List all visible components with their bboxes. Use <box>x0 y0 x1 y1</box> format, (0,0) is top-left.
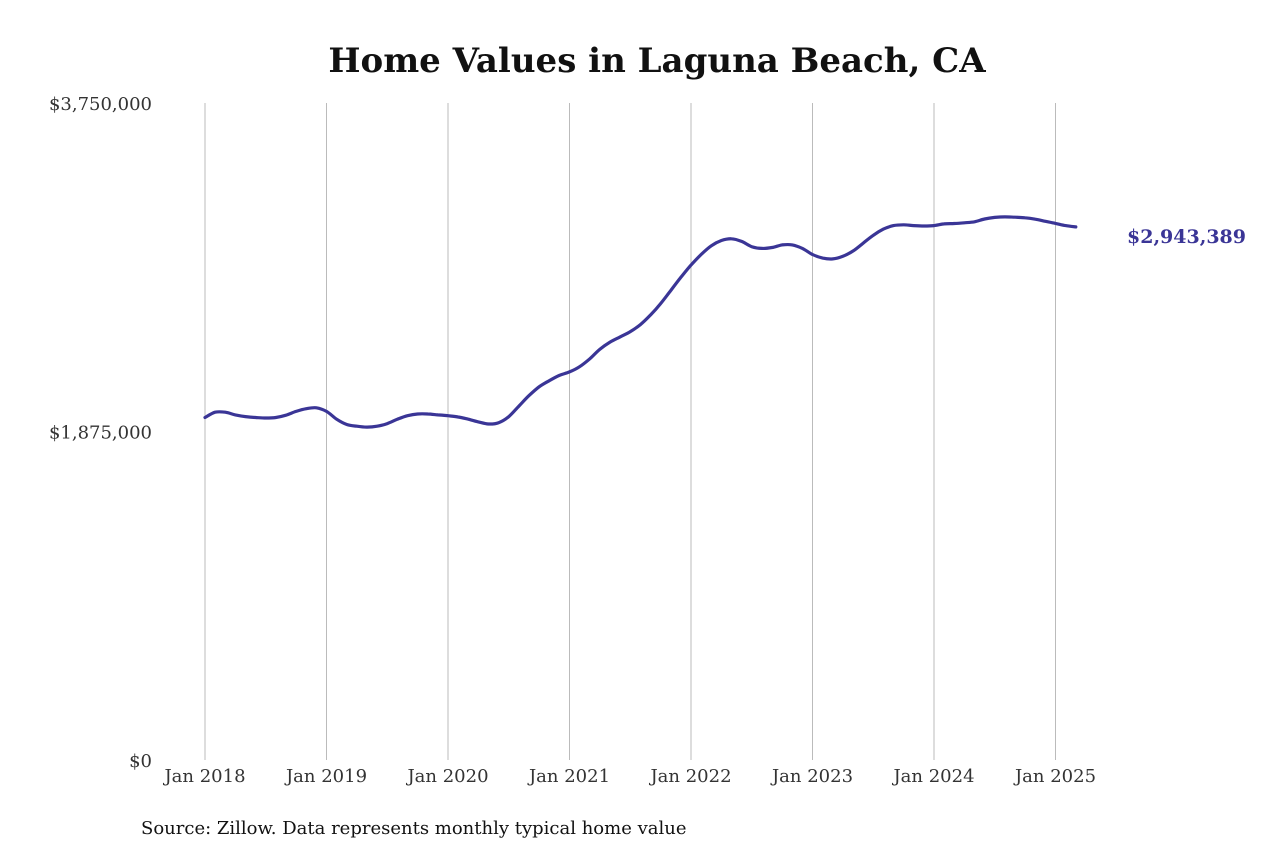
y-tick-label: $3,750,000 <box>49 94 152 115</box>
x-axis-ticks: Jan 2018 Jan 2019 Jan 2020 Jan 2021 Jan 2022… <box>162 766 1096 787</box>
series-group <box>203 215 1078 429</box>
y-axis-ticks: $3,750,000 $1,875,000 $0 <box>49 94 152 772</box>
x-tick-label: Jan 2018 <box>162 766 245 787</box>
y-tick-label: $0 <box>129 751 152 772</box>
source-note: Source: Zillow. Data represents monthly … <box>141 818 687 839</box>
x-tick-label: Jan 2025 <box>1013 766 1096 787</box>
x-tick-label: Jan 2022 <box>648 766 731 787</box>
x-tick-label: Jan 2023 <box>770 766 853 787</box>
x-tick-label: Jan 2021 <box>527 766 610 787</box>
x-tick-label: Jan 2020 <box>405 766 488 787</box>
gridlines <box>204 103 1056 760</box>
end-value-label: $2,943,389 <box>1127 226 1246 248</box>
chart-title: Home Values in Laguna Beach, CA <box>328 41 986 81</box>
x-tick-label: Jan 2019 <box>284 766 367 787</box>
x-tick-label: Jan 2024 <box>891 766 974 787</box>
series-line <box>203 215 1078 429</box>
y-tick-label: $1,875,000 <box>49 423 152 444</box>
